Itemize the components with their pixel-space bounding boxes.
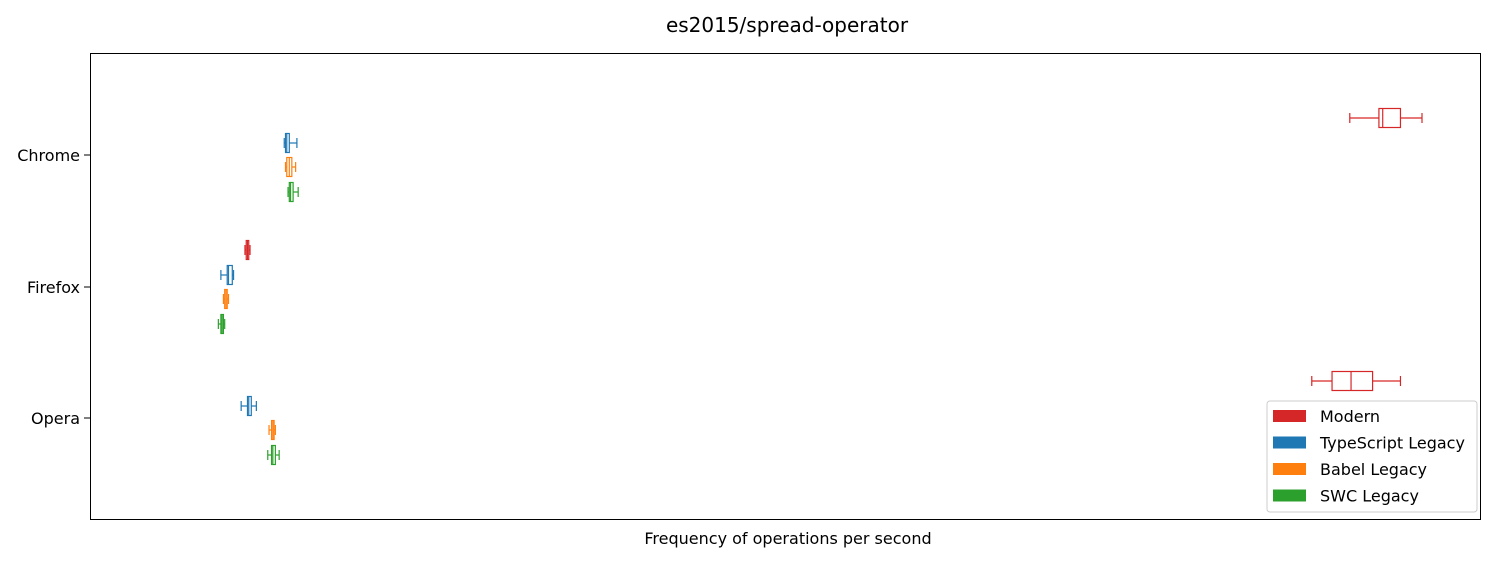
chart-title: es2015/spread-operator <box>666 13 909 37</box>
boxplot-group <box>217 107 1423 466</box>
legend-swatch <box>1273 410 1306 422</box>
legend-frame <box>1266 400 1478 513</box>
box-2-2 <box>268 419 276 441</box>
box-1-1 <box>220 264 235 286</box>
box-0-1 <box>244 239 251 261</box>
legend-label: SWC Legacy <box>1320 487 1419 506</box>
box-iqr <box>270 444 276 466</box>
box-iqr <box>1331 370 1374 392</box>
x-axis-label: Frequency of operations per second <box>644 529 931 548</box>
legend-swatch <box>1273 489 1306 502</box>
box-3-0 <box>287 181 299 203</box>
y-tick-label: Opera <box>31 409 80 428</box>
box-1-2 <box>240 395 257 417</box>
box-2-0 <box>284 156 297 178</box>
y-tick-label: Chrome <box>17 146 80 165</box>
box-iqr <box>284 132 290 154</box>
legend-swatch <box>1273 436 1306 449</box>
box-iqr <box>226 264 233 286</box>
plot-area-frame <box>90 53 1481 520</box>
legend-label: Babel Legacy <box>1320 460 1427 479</box>
y-tick-label: Firefox <box>27 278 80 297</box>
legend: Modern TypeScript Legacy Babel Legacy SWC L… <box>1266 400 1478 513</box>
y-axis: Chrome Firefox Opera <box>17 146 90 428</box>
box-iqr <box>288 181 294 203</box>
box-3-2 <box>267 444 280 466</box>
legend-label: TypeScript Legacy <box>1319 434 1465 453</box>
box-0-0 <box>1349 107 1423 129</box>
box-iqr <box>1378 107 1402 129</box>
legend-swatch <box>1273 463 1306 475</box>
box-iqr <box>246 395 252 417</box>
box-1-0 <box>283 132 298 154</box>
box-2-1 <box>222 288 230 310</box>
box-3-1 <box>217 313 226 335</box>
box-0-2 <box>1311 370 1402 392</box>
legend-label: Modern <box>1320 407 1380 426</box>
